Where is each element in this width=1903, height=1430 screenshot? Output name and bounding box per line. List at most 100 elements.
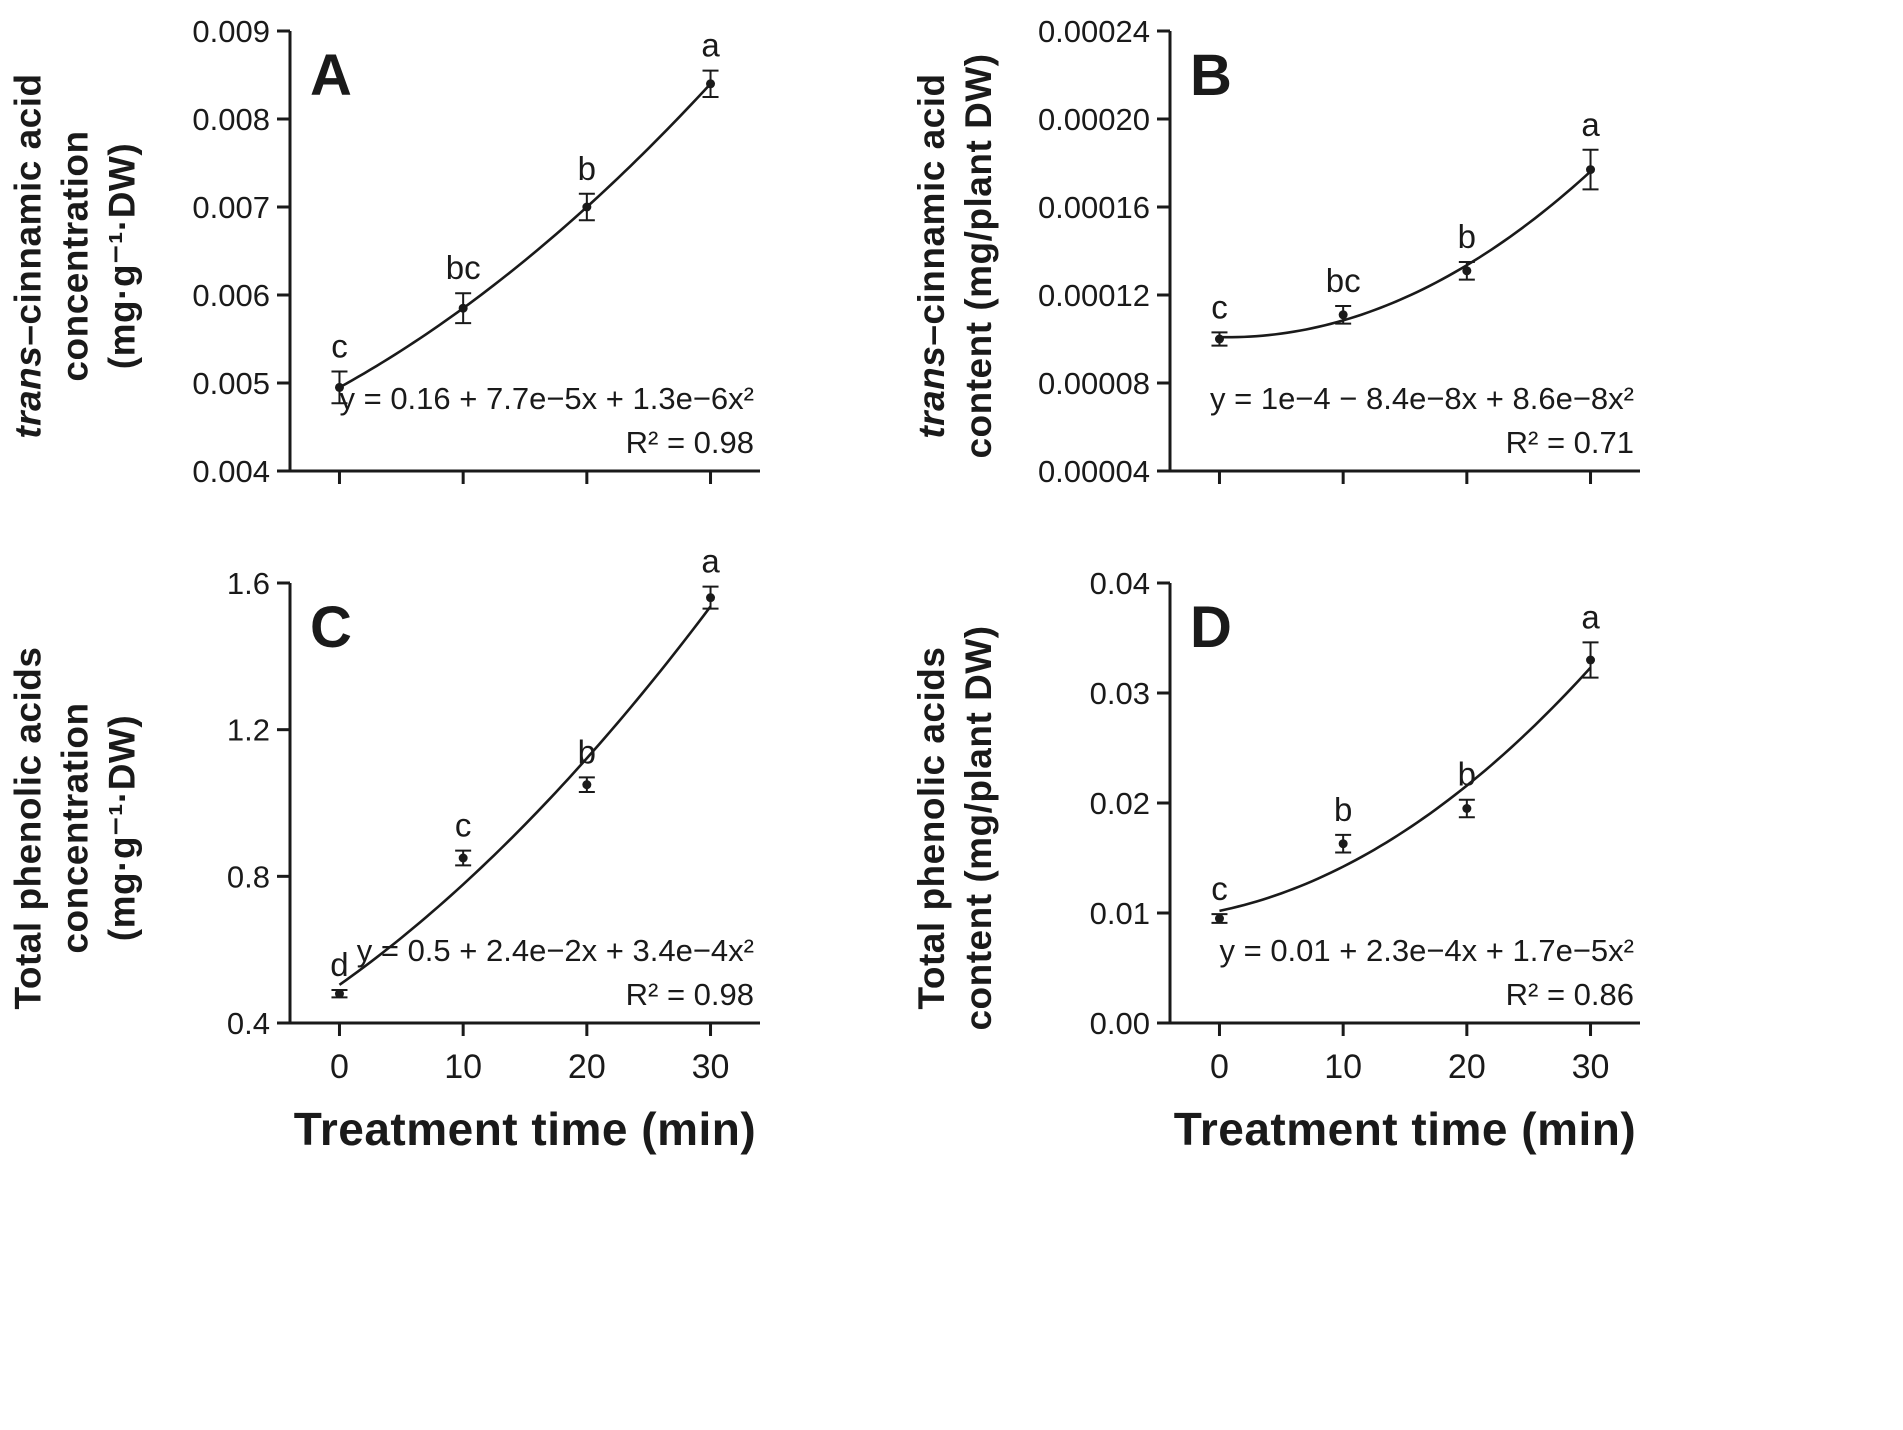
significance-letter: c [1211, 870, 1228, 907]
significance-letter: bc [446, 249, 481, 286]
y-tick-label: 0.007 [192, 190, 270, 225]
equation-label: y = 1e−4 − 8.4e−8x + 8.6e−8x² [1210, 381, 1634, 416]
significance-letter: b [578, 150, 596, 187]
y-axis-title-line: trans–cinnamic acid [911, 73, 952, 439]
significance-letter: c [1211, 288, 1228, 325]
y-axis-title-line: Total phenolic acids [7, 646, 49, 1010]
panel-b-y-axis-title-text: trans–cinnamic acid content (mg/plant DW… [908, 53, 1002, 458]
y-tick-label: 0.004 [192, 454, 270, 489]
y-tick-label: 0.00008 [1038, 366, 1150, 401]
y-axis-title-line: content (mg/plant DW) [958, 53, 999, 459]
r-squared-label: R² = 0.98 [626, 425, 754, 460]
data-point [334, 989, 344, 999]
significance-letter: b [1458, 756, 1476, 793]
y-tick-label: 0.00012 [1038, 278, 1150, 313]
significance-letter: a [1581, 106, 1600, 143]
y-tick-label: 0.8 [227, 859, 270, 894]
y-axis-title-line: concentration [54, 130, 96, 382]
y-tick-label: 0.00004 [1038, 454, 1150, 489]
panel-letter: B [1190, 43, 1232, 108]
y-tick-label: 0.00024 [1038, 14, 1150, 49]
y-tick-label: 1.2 [227, 713, 270, 748]
panel-a-y-axis-title: trans–cinnamic acid concentration (mg·g⁻… [0, 6, 150, 506]
y-axis-title-line: trans–cinnamic acid [7, 73, 49, 439]
panel-d-y-axis-title-text: Total phenolic acids content (mg/plant D… [908, 625, 1002, 1030]
significance-letter: c [331, 328, 348, 365]
y-axis-title-line: content (mg/plant DW) [958, 625, 999, 1031]
y-tick-label: 0.01 [1090, 896, 1150, 931]
significance-letter: bc [1326, 262, 1361, 299]
x-tick-label: 20 [1448, 1048, 1486, 1086]
significance-letter: a [701, 543, 720, 580]
significance-letter: b [578, 733, 596, 770]
panel-b: trans–cinnamic acid content (mg/plant DW… [880, 6, 1903, 558]
panel-a-chart: 0.004 0.005 0.006 0.007 0.008 0.009 c bc b a y = 0… [192, 14, 760, 489]
x-tick-label: 30 [1572, 1048, 1610, 1086]
data-point [582, 202, 592, 212]
x-tick-label: 10 [1324, 1048, 1362, 1086]
y-tick-label: 1.6 [227, 566, 270, 601]
data-point [1586, 655, 1596, 665]
y-axis-title-line: (mg·g⁻¹·DW) [101, 714, 143, 942]
fit-curve [338, 82, 712, 389]
data-point [1586, 165, 1596, 175]
figure-four-panel: trans–cinnamic acid concentration (mg·g⁻… [0, 6, 1903, 1156]
panel-c-y-axis-title-text: Total phenolic acids concentration (mg·g… [5, 647, 146, 1010]
significance-letter: a [701, 27, 720, 64]
y-axis-title-line: concentration [54, 702, 96, 954]
r-squared-label: R² = 0.86 [1506, 977, 1634, 1012]
significance-letter: b [1458, 218, 1476, 255]
data-point [334, 382, 344, 392]
data-point [1462, 804, 1472, 813]
y-tick-label: 0.006 [192, 278, 270, 313]
y-axis-title-line: Total phenolic acids [911, 646, 952, 1010]
r-squared-label: R² = 0.98 [626, 977, 754, 1012]
panel-c-x-axis-title: Treatment time (min) [293, 1103, 757, 1155]
fit-curve [338, 605, 712, 986]
panel-d-y-axis-title: Total phenolic acids content (mg/plant D… [880, 558, 1030, 1098]
y-tick-label: 0.009 [192, 14, 270, 49]
y-tick-label: 0.4 [227, 1006, 270, 1041]
data-point [1462, 266, 1472, 276]
y-tick-label: 0.005 [192, 366, 270, 401]
significance-letter: b [1334, 791, 1352, 828]
significance-letter: c [455, 807, 472, 844]
fit-curve [1219, 666, 1592, 913]
y-tick-label: 0.03 [1090, 676, 1150, 711]
panel-b-chart: 0.00004 0.00008 0.00012 0.00016 0.00020 0.000… [1038, 14, 1640, 489]
panel-d-x-axis-title: Treatment time (min) [1173, 1103, 1637, 1155]
panel-letter: A [310, 43, 352, 108]
x-tick-label: 30 [692, 1048, 730, 1086]
panel-c: Total phenolic acids concentration (mg·g… [0, 543, 880, 1156]
equation-label: y = 0.16 + 7.7e−5x + 1.3e−6x² [339, 381, 754, 416]
panel-d: Total phenolic acids content (mg/plant D… [880, 558, 1903, 1156]
y-tick-label: 0.04 [1090, 566, 1150, 601]
panel-c-y-axis-title: Total phenolic acids concentration (mg·g… [0, 558, 150, 1098]
x-tick-label: 10 [444, 1048, 482, 1086]
x-tick-label: 0 [330, 1048, 349, 1086]
data-point [706, 593, 716, 603]
y-tick-label: 0.00 [1090, 1006, 1150, 1041]
panel-c-chart: 0.4 0.8 1.2 1.6 0 10 20 30 d c b a y = 0.5 + 2.4e−2x… [227, 543, 760, 1086]
panel-b-y-axis-title: trans–cinnamic acid content (mg/plant DW… [880, 6, 1030, 506]
x-tick-label: 0 [1210, 1048, 1229, 1086]
data-point [1338, 839, 1348, 849]
equation-label: y = 0.01 + 2.3e−4x + 1.7e−5x² [1219, 933, 1634, 968]
panel-a: trans–cinnamic acid concentration (mg·g⁻… [0, 6, 880, 558]
y-tick-label: 0.00020 [1038, 102, 1150, 137]
data-point [1338, 310, 1348, 320]
panel-a-y-axis-title-text: trans–cinnamic acid concentration (mg·g⁻… [5, 73, 146, 438]
data-point [458, 303, 468, 313]
y-tick-label: 0.02 [1090, 786, 1150, 821]
data-point [582, 780, 592, 790]
significance-letter: a [1581, 598, 1600, 635]
data-point [1214, 914, 1224, 923]
data-point [1214, 334, 1224, 344]
y-axis-title-line: (mg·g⁻¹·DW) [101, 142, 143, 370]
r-squared-label: R² = 0.71 [1506, 425, 1634, 460]
panel-letter: D [1190, 595, 1232, 660]
y-tick-label: 0.008 [192, 102, 270, 137]
panel-d-chart: 0.00 0.01 0.02 0.03 0.04 0 10 20 30 c b b a y = 0.01 … [1090, 566, 1640, 1086]
fit-curve [1219, 170, 1592, 339]
panel-letter: C [310, 595, 352, 660]
